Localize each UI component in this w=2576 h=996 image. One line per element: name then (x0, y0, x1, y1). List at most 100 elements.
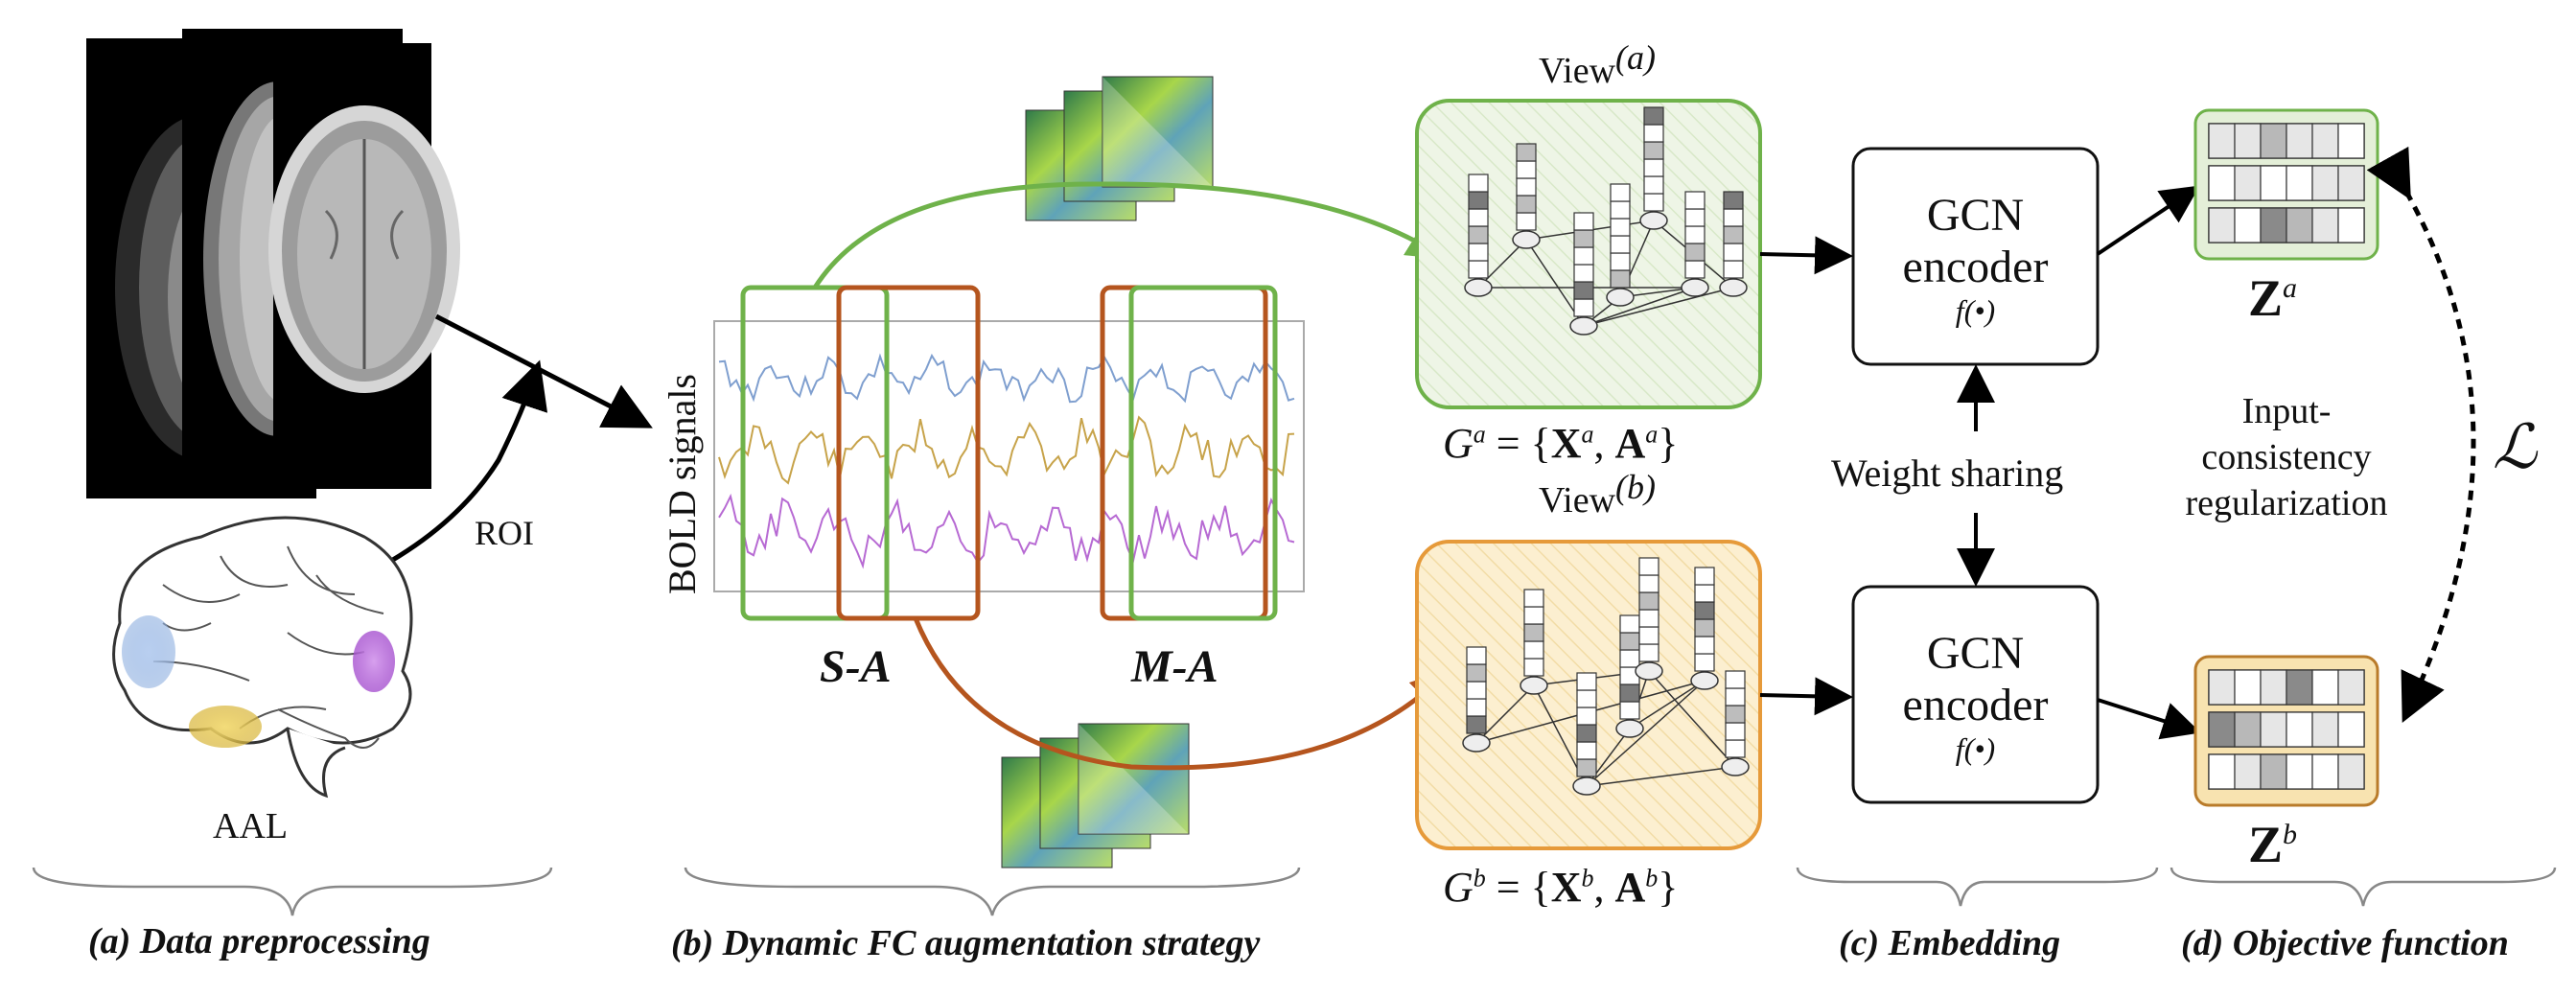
feature-cell (1684, 208, 1706, 227)
encoder-b-label: GCN encoder f(•) (1853, 628, 2098, 766)
feature-cell (1643, 175, 1664, 195)
graph-b-x-sup: b (1581, 864, 1594, 892)
embedding-cell (2311, 123, 2339, 159)
feature-cell (1576, 706, 1597, 726)
graph-b-symbol: G (1443, 864, 1474, 911)
embedding-cell (2260, 753, 2287, 790)
feature-cell (1638, 643, 1659, 662)
roi-label: ROI (475, 514, 534, 552)
view-a-title-text: View (1539, 51, 1616, 91)
feature-cell (1468, 174, 1489, 193)
embedding-cell (2286, 165, 2313, 201)
embedding-cell (2234, 207, 2262, 243)
feature-cell (1725, 705, 1746, 724)
mri-slices (86, 29, 460, 498)
graph-a-eq: = { (1496, 420, 1551, 467)
consistency-arrow (2366, 146, 2476, 724)
feature-cell (1619, 614, 1640, 634)
feature-cell (1694, 567, 1715, 586)
view-a-equation: Ga = {Xa, Aa} (1443, 420, 1679, 467)
graph-a-to-encoder (1759, 236, 1853, 275)
embedding-cell (2208, 669, 2236, 706)
loss-symbol: ℒ (2493, 413, 2538, 481)
embedding-cell (2337, 711, 2365, 748)
feature-cell (1523, 589, 1544, 608)
feature-cell (1619, 632, 1640, 651)
mri-to-bold-arrow (434, 313, 653, 429)
view-b-graph (1462, 557, 1750, 796)
reg-line1: Input- (2241, 391, 2332, 431)
graph-b-x: X (1550, 864, 1582, 911)
embedding-cell (2286, 123, 2313, 159)
feature-cell (1573, 298, 1594, 317)
encoder-a-to-za (2096, 185, 2200, 256)
graph-node (1690, 671, 1719, 690)
section-b-label: (b) Dynamic FC augmentation strategy (671, 923, 1261, 963)
feature-cell (1643, 124, 1664, 143)
feature-cell (1466, 646, 1487, 665)
encoder-b-fn: f(•) (1955, 731, 1996, 766)
embedding-cell (2337, 207, 2365, 243)
feature-cell (1638, 591, 1659, 611)
feature-cell (1576, 672, 1597, 691)
brace-b (684, 867, 1301, 916)
feature-cell (1725, 739, 1746, 758)
graph-node (1464, 278, 1493, 297)
embedding-cell (2234, 669, 2262, 706)
view-b-tag: (b) (1615, 468, 1657, 506)
view-a-title: View(a) (1539, 38, 1656, 92)
graph-node (1572, 776, 1601, 796)
feature-cell (1516, 177, 1537, 197)
feature-cell (1694, 636, 1715, 655)
zb-embedding (2193, 655, 2379, 807)
feature-cell (1694, 618, 1715, 637)
feature-cell (1723, 243, 1744, 262)
weight-sharing-label: Weight sharing (1831, 451, 2064, 496)
feature-cell (1523, 606, 1544, 625)
view-a-graph (1464, 106, 1748, 336)
graph-a-a: A (1614, 420, 1646, 467)
graph-a-x-sup: a (1581, 420, 1594, 449)
embedding-cell (2311, 165, 2339, 201)
encoder-a-line2: encoder (1902, 242, 2049, 292)
feature-cell (1610, 183, 1631, 202)
feature-cell (1723, 191, 1744, 210)
feature-cell (1573, 229, 1594, 248)
graph-a-close: } (1658, 420, 1679, 467)
view-b-title: View(b) (1539, 468, 1656, 521)
feature-cell (1643, 106, 1664, 126)
feature-cell (1466, 715, 1487, 734)
embedding-cell (2337, 165, 2365, 201)
feature-cell (1638, 609, 1659, 628)
embedding-cell (2286, 207, 2313, 243)
embedding-cell (2260, 165, 2287, 201)
feature-cell (1643, 141, 1664, 160)
graph-a-sup: a (1473, 420, 1486, 449)
embedding-cell (2311, 711, 2339, 748)
brace-c (1796, 867, 2159, 907)
embedding-cell (2337, 669, 2365, 706)
feature-cell (1638, 557, 1659, 576)
zb-symbol: Z (2248, 816, 2284, 873)
feature-cell (1516, 195, 1537, 214)
feature-cell (1576, 741, 1597, 760)
encoder-a-label: GCN encoder f(•) (1853, 190, 2098, 328)
graph-node (1639, 211, 1668, 230)
brace-a (32, 867, 553, 916)
feature-cell (1523, 658, 1544, 677)
feature-cell (1684, 225, 1706, 244)
graph-b-a: A (1614, 864, 1646, 911)
fc-stack-top (1025, 76, 1214, 221)
embedding-cell (2260, 711, 2287, 748)
graph-node (1569, 316, 1598, 336)
view-a-arrow (812, 181, 1447, 290)
za-embedding (2193, 108, 2379, 261)
embedding-cell (2286, 753, 2313, 790)
feature-cell (1516, 212, 1537, 231)
graph-b-a-sup: b (1645, 864, 1659, 892)
graph-node (1635, 661, 1663, 681)
embedding-cell (2260, 123, 2287, 159)
section-c-label: (c) Embedding (1839, 923, 2061, 963)
